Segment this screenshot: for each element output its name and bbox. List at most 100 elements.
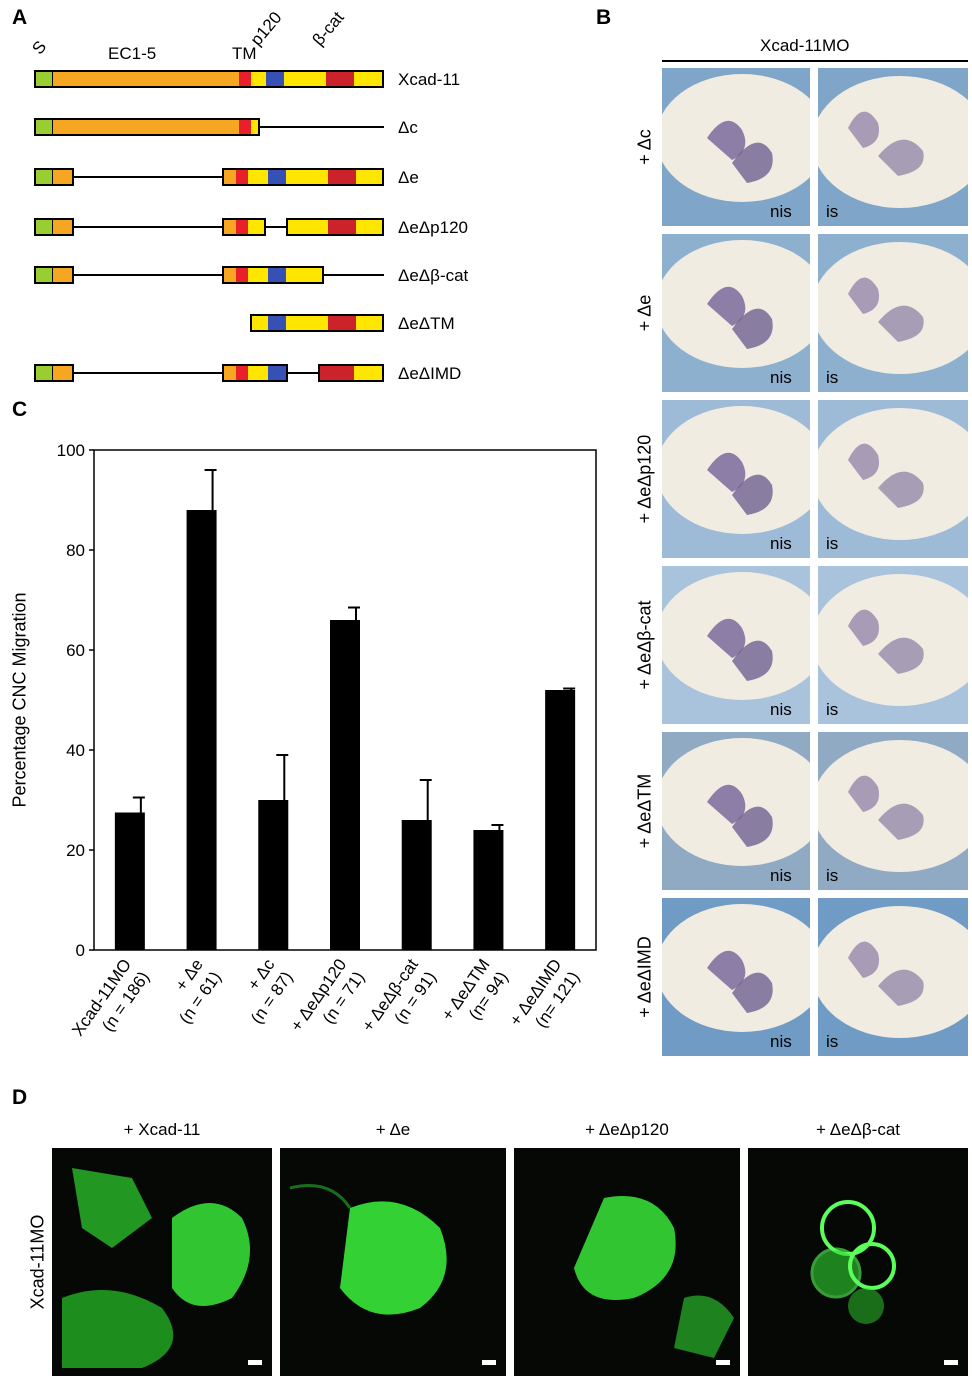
- embryo-side-label: is: [826, 1032, 839, 1051]
- embryo-side-label: is: [826, 700, 839, 719]
- embryo-side-label: is: [826, 368, 839, 387]
- x-tick-label: + ΔeΔp120(n = 71): [287, 955, 369, 1047]
- construct-bar-dedtm: [250, 314, 384, 332]
- construct-label-dedp120: ΔeΔp120: [398, 218, 468, 237]
- y-tick-label: 60: [66, 641, 85, 660]
- embryo-image: nis: [662, 732, 810, 890]
- scale-bar: [716, 1360, 730, 1365]
- embryo-image: is: [818, 566, 968, 724]
- embryo-side-label: nis: [770, 1032, 792, 1051]
- embryo-image: nis: [662, 234, 810, 392]
- construct-bar-xcad11: [34, 70, 384, 88]
- construct-bar-dedimd-n: [34, 364, 74, 382]
- bar-mark: [330, 620, 360, 950]
- construct-bar-de-c: [222, 168, 384, 186]
- construct-line-de: [74, 176, 222, 178]
- embryo-image: is: [818, 234, 968, 392]
- construct-bar-dedimd-c: [318, 364, 384, 382]
- embryo-row-label: + ΔeΔβ-cat: [634, 600, 655, 690]
- embryo-image: nis: [662, 566, 810, 724]
- construct-label-de: Δe: [398, 168, 419, 187]
- x-tick-label: + ΔeΔTM(n= 94): [438, 955, 512, 1036]
- panel-b-header: Xcad-11MO: [760, 36, 850, 55]
- embryo-row-label: + ΔeΔTM: [634, 773, 655, 849]
- construct-bar-dedp120-n: [34, 218, 74, 236]
- domain-label-s: S: [28, 37, 51, 59]
- domain-label-ec: EC1-5: [108, 44, 157, 63]
- construct-bar-dc: [34, 118, 260, 136]
- construct-line-dedp120-b: [266, 226, 286, 228]
- embryo-row-label: + ΔeΔIMD: [634, 936, 655, 1018]
- construct-label-dedbcat: ΔeΔβ-cat: [398, 266, 469, 285]
- construct-label-dc: Δc: [398, 118, 418, 137]
- y-tick-label: 0: [76, 941, 85, 960]
- y-tick-label: 40: [66, 741, 85, 760]
- embryo-side-label: nis: [770, 534, 792, 553]
- embryo-image: is: [818, 732, 968, 890]
- domain-label-bcat: β-cat: [308, 7, 348, 50]
- construct-bar-dedbcat-c: [222, 266, 324, 284]
- construct-line-dedimd-b: [288, 372, 318, 374]
- embryo-side-label: is: [826, 534, 839, 553]
- y-tick-label: 20: [66, 841, 85, 860]
- x-tick-label: + ΔeΔIMD(n= 121): [506, 955, 584, 1042]
- embryo-image: is: [818, 400, 968, 558]
- construct-label-xcad11: Xcad-11: [398, 70, 461, 89]
- fluor-column-label: + Xcad-11: [123, 1120, 201, 1139]
- construct-bar-dedbcat-n: [34, 266, 74, 284]
- embryo-row-label: + ΔeΔp120: [634, 434, 655, 524]
- bar-chart: 0 20 40 60 80 100 Xcad-11MO(n = 186) + Δe(n = 6…: [57, 441, 597, 1052]
- x-tick-label: Xcad-11MO(n = 186): [68, 955, 153, 1052]
- panel-c-letter: C: [12, 398, 28, 421]
- panel-b-letter: B: [596, 6, 612, 29]
- embryo-image: is: [818, 68, 968, 226]
- fluor-column-label: + ΔeΔβ-cat: [816, 1120, 900, 1139]
- embryo-side-label: nis: [770, 700, 792, 719]
- scale-bar: [944, 1360, 958, 1365]
- fluor-column-label: + Δe: [375, 1120, 411, 1139]
- fluor-column-label: + ΔeΔp120: [585, 1120, 669, 1139]
- domain-label-tm: TM: [232, 44, 257, 63]
- embryo-side-label: nis: [770, 202, 792, 221]
- construct-line-dedbcat-b: [324, 274, 384, 276]
- construct-line-dedimd-a: [74, 372, 222, 374]
- embryo-image: is: [818, 898, 968, 1056]
- construct-line-dedbcat-a: [74, 274, 222, 276]
- embryo-image: nis: [662, 898, 810, 1056]
- bar-mark: [473, 830, 504, 950]
- construct-bar-dedimd-m: [222, 364, 288, 382]
- x-tick-label: + Δc(n = 87): [229, 955, 297, 1027]
- x-tick-label: + ΔeΔβ-cat(n = 91): [358, 955, 440, 1048]
- scale-bar: [482, 1360, 496, 1365]
- construct-label-dedtm: ΔeΔTM: [398, 314, 455, 333]
- panel-d-row-label: Xcad-11MO: [27, 1214, 48, 1310]
- fluorescence-image: [748, 1148, 968, 1376]
- fluorescence-image: [280, 1148, 506, 1376]
- construct-line-dc: [260, 126, 384, 128]
- construct-label-dedimd: ΔeΔIMD: [398, 364, 462, 383]
- bar-mark: [401, 820, 432, 950]
- panel-a-letter: A: [12, 6, 28, 29]
- y-tick-label: 80: [66, 541, 85, 560]
- embryo-side-label: is: [826, 866, 839, 885]
- embryo-side-label: nis: [770, 368, 792, 387]
- construct-bar-dedp120-m: [222, 218, 266, 236]
- bar-mark: [186, 510, 217, 950]
- construct-bar-de-n: [34, 168, 74, 186]
- bar-mark: [258, 800, 289, 950]
- embryo-image: nis: [662, 68, 810, 226]
- embryo-row-label: + Δe: [634, 294, 655, 332]
- panel-d-letter: D: [12, 1086, 28, 1109]
- scale-bar: [248, 1360, 262, 1365]
- embryo-side-label: nis: [770, 866, 792, 885]
- embryo-row-label: + Δc: [634, 129, 655, 165]
- bar-mark: [114, 812, 145, 950]
- embryo-side-label: is: [826, 202, 839, 221]
- panel-b-header-rule: [662, 60, 968, 62]
- y-axis-label: Percentage CNC Migration: [9, 592, 30, 808]
- fluorescence-image: [514, 1148, 740, 1376]
- construct-bar-dedp120-c: [286, 218, 384, 236]
- fluorescence-image: [52, 1148, 272, 1376]
- construct-line-dedp120-a: [74, 226, 222, 228]
- bar-mark: [545, 690, 576, 950]
